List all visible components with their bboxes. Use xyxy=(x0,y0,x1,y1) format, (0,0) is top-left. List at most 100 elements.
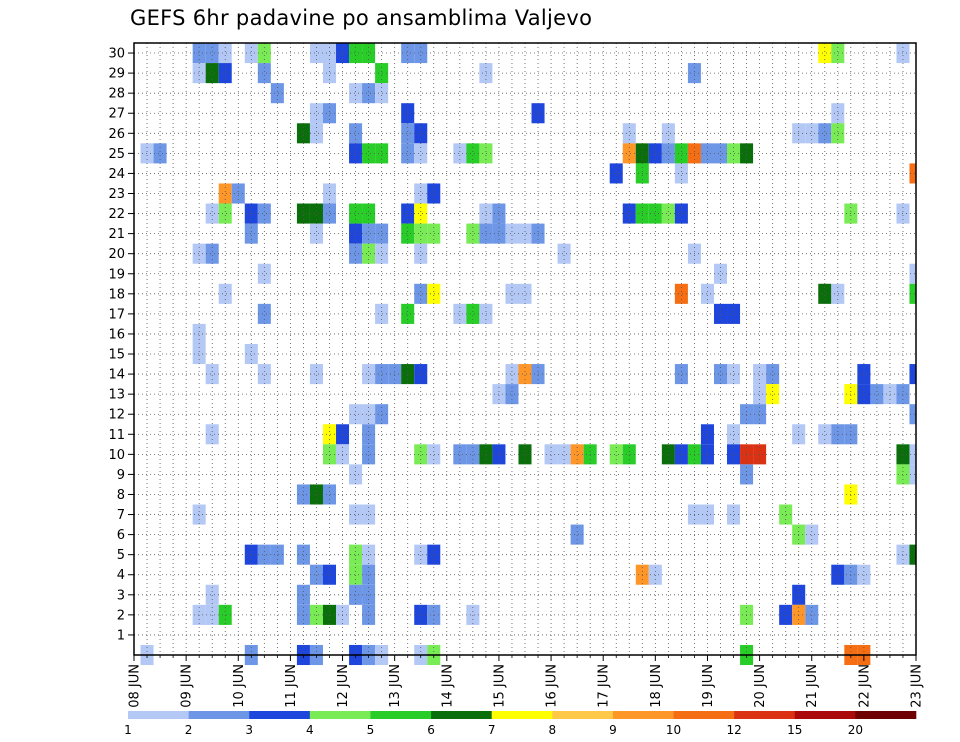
colorbar-swatch xyxy=(734,711,796,719)
cell xyxy=(218,604,232,625)
cell xyxy=(713,364,728,385)
cell xyxy=(753,404,767,425)
x-tick-label: 13 JUN xyxy=(388,664,403,708)
cell xyxy=(257,43,271,64)
cell xyxy=(570,444,584,465)
cell xyxy=(674,364,688,385)
cell xyxy=(466,604,480,625)
cell xyxy=(479,303,493,324)
cell xyxy=(818,424,832,445)
cell xyxy=(309,103,323,124)
cell xyxy=(362,143,376,164)
cell xyxy=(831,564,845,585)
cell xyxy=(622,444,636,465)
cell xyxy=(857,364,871,385)
y-tick-label: 9 xyxy=(117,468,125,483)
cell xyxy=(805,524,819,545)
cell xyxy=(244,203,258,224)
cell xyxy=(375,404,389,425)
cell xyxy=(414,243,428,264)
cell xyxy=(401,223,415,244)
y-tick-label: 10 xyxy=(108,448,125,463)
cell xyxy=(362,544,376,565)
cell xyxy=(648,203,662,224)
cell xyxy=(518,444,532,465)
x-tick-label: 17 JUN xyxy=(597,664,612,708)
cell xyxy=(479,223,493,244)
cell xyxy=(727,143,741,164)
cell xyxy=(414,223,428,244)
cell xyxy=(218,43,232,64)
x-tick-label: 18 JUN xyxy=(649,664,664,708)
cell xyxy=(805,604,819,625)
colorbar-swatch xyxy=(491,711,553,719)
cell xyxy=(205,63,219,84)
y-tick-label: 18 xyxy=(108,287,125,302)
cell xyxy=(296,584,310,605)
cell xyxy=(218,283,232,304)
cell xyxy=(270,83,284,104)
precip-cells xyxy=(140,43,916,666)
cell xyxy=(674,143,688,164)
cell xyxy=(309,484,323,505)
x-tick-label: 08 JUN xyxy=(128,664,143,708)
cell xyxy=(362,564,376,585)
x-tick-label: 23 JUN xyxy=(910,664,925,708)
cell xyxy=(466,223,480,244)
cell xyxy=(375,143,389,164)
cell xyxy=(375,83,389,104)
y-tick-label: 28 xyxy=(108,87,125,102)
y-tick-label: 15 xyxy=(108,348,125,363)
cell xyxy=(909,444,916,465)
colorbar-swatch xyxy=(794,711,856,719)
y-tick-label: 26 xyxy=(108,127,125,142)
cell xyxy=(296,544,310,565)
cell xyxy=(205,203,219,224)
colorbar-label: 12 xyxy=(727,723,742,737)
cell xyxy=(505,283,519,304)
y-tick-label: 17 xyxy=(108,307,125,322)
cell xyxy=(401,43,415,64)
cell xyxy=(453,303,467,324)
cell xyxy=(349,83,363,104)
cell xyxy=(661,203,675,224)
x-tick-label: 09 JUN xyxy=(180,664,195,708)
cell xyxy=(753,444,767,465)
cell xyxy=(518,223,532,244)
cell xyxy=(674,163,688,184)
y-tick-label: 4 xyxy=(117,568,125,583)
cell xyxy=(713,263,728,284)
cell xyxy=(309,364,323,385)
cell xyxy=(218,183,232,204)
colorbar-swatch xyxy=(128,711,189,719)
cell xyxy=(322,484,337,505)
cell xyxy=(909,283,916,304)
cell xyxy=(322,103,337,124)
cell xyxy=(648,143,662,164)
cell xyxy=(362,424,376,445)
colorbar-label: 5 xyxy=(367,723,375,737)
cell xyxy=(909,544,916,565)
cell xyxy=(349,544,363,565)
cell xyxy=(713,303,728,324)
cell xyxy=(349,584,363,605)
cell xyxy=(257,544,271,565)
x-tick-label: 12 JUN xyxy=(336,664,351,708)
cell xyxy=(505,223,519,244)
y-tick-label: 24 xyxy=(108,167,125,182)
cell xyxy=(205,243,219,264)
cell xyxy=(831,43,845,64)
cell xyxy=(244,43,258,64)
cell xyxy=(257,263,271,284)
cell xyxy=(362,203,376,224)
cell xyxy=(349,223,363,244)
x-tick-label: 19 JUN xyxy=(701,664,716,708)
cell xyxy=(818,123,832,144)
cell xyxy=(192,604,206,625)
cell xyxy=(870,384,884,405)
cell xyxy=(244,343,258,365)
cell xyxy=(257,203,271,224)
cell xyxy=(270,544,284,565)
cell xyxy=(909,404,916,425)
cell xyxy=(427,283,441,304)
